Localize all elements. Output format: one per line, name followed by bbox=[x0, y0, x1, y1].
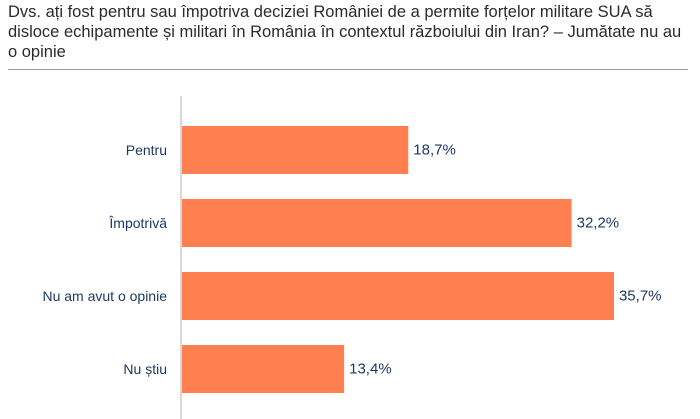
value-label-3: 13,4% bbox=[349, 361, 392, 378]
bar-2 bbox=[182, 272, 614, 320]
category-labels: Pentru Împotrivă Nu am avut o opinie Nu ști… bbox=[42, 142, 167, 377]
category-label-3: Nu știu bbox=[123, 361, 167, 377]
title-divider bbox=[8, 69, 688, 70]
value-label-1: 32,2% bbox=[577, 215, 620, 232]
bar-0 bbox=[182, 126, 409, 174]
category-label-0: Pentru bbox=[126, 142, 167, 158]
value-label-0: 18,7% bbox=[413, 142, 456, 159]
bars bbox=[182, 126, 614, 393]
chart-title: Dvs. ați fost pentru sau împotriva deciz… bbox=[8, 3, 682, 61]
value-labels: 18,7% 32,2% 35,7% 13,4% bbox=[349, 142, 661, 378]
bar-1 bbox=[182, 199, 572, 247]
category-label-1: Împotrivă bbox=[108, 215, 167, 231]
bar-3 bbox=[182, 345, 345, 393]
category-label-2: Nu am avut o opinie bbox=[42, 288, 167, 304]
value-label-2: 35,7% bbox=[619, 288, 662, 305]
